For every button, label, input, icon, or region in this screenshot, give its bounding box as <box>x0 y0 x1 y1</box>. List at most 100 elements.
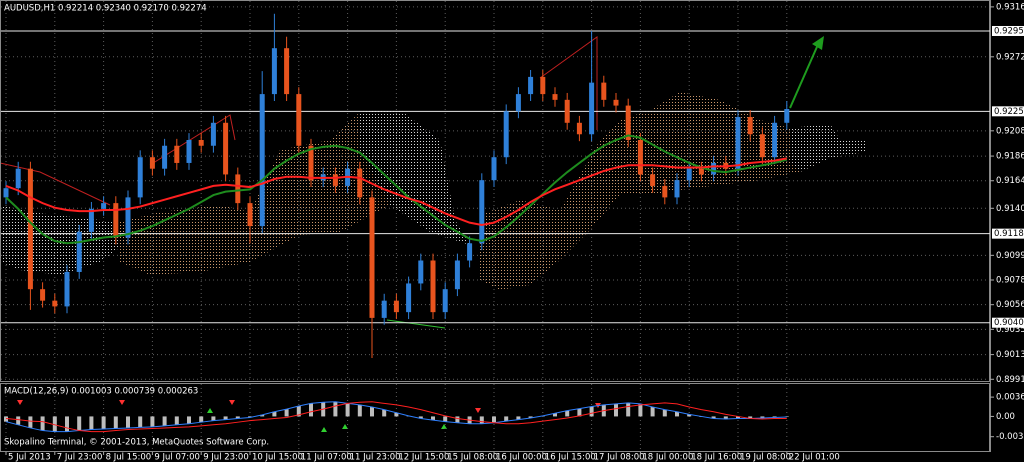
y-tick-label: 0.91645 <box>996 176 1024 186</box>
macd-bar <box>492 416 496 423</box>
macd-signals <box>17 400 601 432</box>
candle-body <box>40 289 46 301</box>
candle-body <box>137 157 143 198</box>
macd-bar <box>199 416 204 423</box>
candle-body <box>442 289 448 313</box>
macd-bar <box>784 416 789 417</box>
macd-bar <box>162 416 167 426</box>
candle-body <box>564 99 570 123</box>
candle-body <box>76 231 82 272</box>
candle-body <box>393 300 399 313</box>
candle-body <box>698 168 704 175</box>
candle-body <box>271 48 277 95</box>
candle-body <box>747 117 753 135</box>
macd-bar <box>126 416 130 428</box>
level-label-box <box>992 228 1024 239</box>
macd-bar <box>174 416 179 425</box>
y-tick-label: 0.90995 <box>996 251 1024 261</box>
candle-body <box>650 174 656 186</box>
candle-body <box>430 260 436 313</box>
macd-bar <box>345 403 350 417</box>
trend-line <box>386 319 446 329</box>
candle-body <box>552 94 558 100</box>
arrow-head <box>812 36 824 50</box>
chart-title: AUDUSD,H1 0.92214 0.92340 0.92170 0.9227… <box>4 4 207 14</box>
y-tick-label: 0.90565 <box>996 300 1024 310</box>
moving-average <box>5 157 787 226</box>
macd-bar <box>101 416 106 429</box>
macd-bar <box>723 416 728 420</box>
y-tick-label: 0.91405 <box>996 204 1024 214</box>
candle-body <box>125 197 131 238</box>
x-tick-label: 11 Jul 07:00 <box>301 453 352 462</box>
candle-body <box>503 111 509 158</box>
candle-body <box>27 168 33 290</box>
candle-body <box>186 140 192 163</box>
candle-body <box>198 140 204 146</box>
candle-body <box>711 162 717 175</box>
macd-bar <box>638 403 643 417</box>
candle-body <box>637 140 643 175</box>
indicator-tick-label: 0.003694 <box>996 393 1024 403</box>
candle-body <box>3 188 9 198</box>
x-tick-label: 5 Jul 2013 <box>8 453 51 462</box>
candle-body <box>576 122 582 135</box>
macd-bar <box>296 405 301 417</box>
macd-bar <box>89 416 94 430</box>
macd-bar <box>553 413 557 417</box>
level-label-box <box>992 106 1024 117</box>
candle-body <box>625 105 631 141</box>
candle-body <box>515 94 521 112</box>
candle-body <box>613 99 619 106</box>
candle-body <box>662 185 668 198</box>
candle-body <box>686 168 692 181</box>
macd-bar <box>687 414 692 417</box>
candle-body <box>113 203 119 238</box>
candle-body <box>88 208 94 232</box>
candle-body <box>735 117 741 169</box>
macd-bar <box>589 406 594 417</box>
macd-bar <box>284 409 289 417</box>
macd-bar <box>772 416 777 418</box>
macd-bar <box>260 414 265 417</box>
forecast-arrow <box>789 39 821 109</box>
candle-body <box>162 145 168 169</box>
macd-bar <box>272 411 277 417</box>
candle-body <box>174 145 180 163</box>
macd-bar <box>235 416 240 419</box>
candle-body <box>467 243 473 261</box>
candle-body <box>308 145 314 181</box>
macd-bar <box>675 411 679 417</box>
macd-bar <box>187 416 191 424</box>
candle-body <box>454 260 460 290</box>
macd-bar <box>736 416 740 419</box>
macd-bar <box>577 408 582 417</box>
candle-body <box>418 260 424 284</box>
macd-line <box>5 401 787 433</box>
level-label: 0.91184 <box>994 229 1024 239</box>
candle-body <box>589 82 595 135</box>
candle-body <box>296 94 302 146</box>
candle-body <box>357 168 363 198</box>
macd-bar <box>65 416 69 432</box>
macd-bar <box>138 416 143 428</box>
x-tick-label: 10 Jul 15:00 <box>252 453 303 462</box>
x-tick-label: 17 Jul 08:00 <box>594 453 645 462</box>
signal-line <box>5 401 787 433</box>
macd-bar <box>28 416 33 428</box>
macd-bar <box>748 416 753 419</box>
level-label-box <box>992 317 1024 328</box>
macd-bar <box>650 407 655 417</box>
candle-body <box>759 134 765 158</box>
candle-body <box>674 180 680 198</box>
candle-body <box>601 82 607 100</box>
candle-body <box>149 157 155 169</box>
macd-bar <box>4 416 8 422</box>
x-tick-label: 9 Jul 07:00 <box>154 453 200 462</box>
